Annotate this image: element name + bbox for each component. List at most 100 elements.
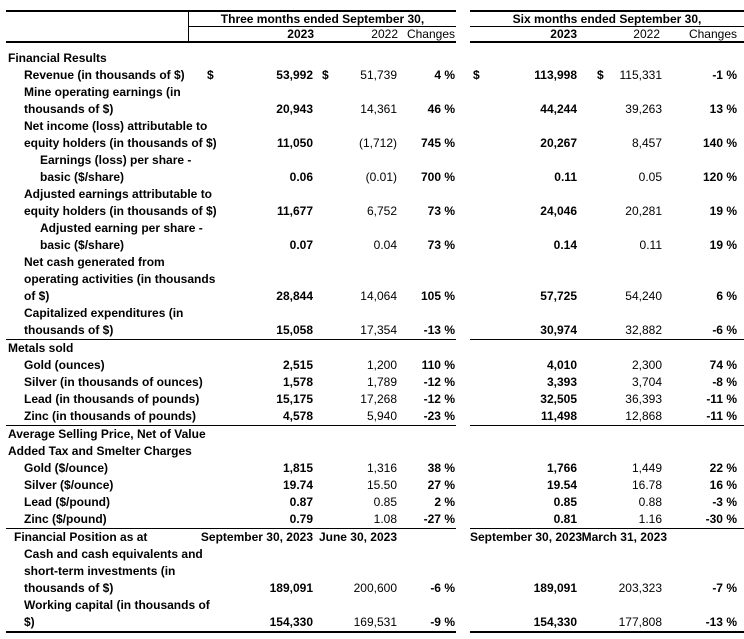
three-months-column-headers: 2023 2022 Changes [188,27,456,43]
row-label: Mine operating earnings (in thousands of … [6,84,188,118]
value-change-percent: -7 % [712,581,737,595]
table-row: Lead ($/pound) 0.87 0.85 2 % 0.85 0.88 -3 % [6,494,744,511]
value-prior-period: 177,808 [618,615,662,629]
table-bottom-rule [6,631,744,633]
row-label: Metals sold [6,340,188,357]
value-change-percent: 74 % [709,358,737,372]
column-header-2022: 2022 [633,27,660,41]
table-row: Zinc ($/pound) 0.79 1.08 -27 % 0.81 1.16 -30 % [6,511,744,528]
table-row: Cash and cash equivalents and short-term … [6,546,744,597]
period-group-header-row: Three months ended September 30, Six mon… [6,10,744,27]
six-months-values: 19.54 16.78 16 % [470,477,744,494]
value-change-percent: -11 % [706,409,737,423]
value-current-period: 24,046 [540,204,577,218]
six-months-values: 0.85 0.88 -3 % [470,494,744,511]
value-change-percent: 13 % [709,102,737,116]
value-current-period: 11,498 [540,409,577,423]
value-change-percent: -9 % [430,615,455,629]
value-current-period: 0.06 [289,170,313,184]
six-months-column-headers: 2023 2022 Changes [470,27,744,43]
value-prior-period: (0.01) [365,170,397,184]
divider-gap [456,631,470,633]
row-label: Working capital (in thousands of $) [6,597,210,631]
dollar-sign: $ [207,68,214,82]
value-prior-period: 32,882 [625,323,662,337]
value-change-percent: -6 % [430,581,455,595]
value-current-period: 189,091 [269,581,313,595]
divider-gap [456,425,470,426]
year-column-header-row: 2023 2022 Changes 2023 2022 Changes [6,27,744,43]
value-current-period: 189,091 [533,581,577,595]
row-label: Adjusted earning per share - basic ($/sha… [6,220,203,254]
value-current-period: 2,515 [282,358,313,372]
row-label-line: basic ($/share) [40,238,125,252]
value-change-percent: 6 % [716,289,737,303]
value-change-percent: 73 % [427,204,455,218]
date-header-prior: June 30, 2023 [318,530,397,544]
value-prior-period: 36,393 [625,392,662,406]
divider-gap [456,339,470,340]
value-prior-period: 1,789 [366,375,397,389]
value-prior-period: 14,361 [360,102,397,116]
divider-gap [456,528,470,529]
six-months-values: 189,091 203,323 -7 % [470,580,744,597]
dollar-sign: $ [597,68,604,82]
row-label-line: equity holders (in thousands of $) [24,204,217,218]
value-current-period: 32,505 [540,392,577,406]
value-current-period: 1,578 [282,375,313,389]
value-current-period: 44,244 [540,102,577,116]
row-label-line: Zinc (in thousands of pounds) [24,409,196,423]
value-change-percent: -30 % [705,512,737,526]
six-months-values: 30,974 32,882 -6 % [470,322,744,339]
date-header-current: September 30, 2023 [200,530,313,544]
value-prior-period: 1,200 [366,358,397,372]
row-label-line: Financial Results [8,51,107,65]
value-current-period: 28,844 [276,289,313,303]
table-row: Adjusted earnings attributable to equity … [6,186,744,220]
row-label-line: Lead (in thousands of pounds) [24,392,200,406]
value-prior-period: 6,752 [366,204,397,218]
value-change-percent: 700 % [420,170,455,184]
value-current-period: 0.79 [289,512,313,526]
value-prior-period: 17,354 [360,323,397,337]
value-change-percent: -11 % [706,392,737,406]
value-prior-period: 14,064 [360,289,397,303]
table-row: Silver ($/ounce) 19.74 15.50 27 % 19.54 16.78… [6,477,744,494]
section-header-row: Average Selling Price, Net of Value Added… [6,426,744,460]
value-change-percent: -3 % [712,495,737,509]
table-row: Lead (in thousands of pounds) 15,175 17,26… [6,391,744,408]
value-prior-period: 5,940 [366,409,397,423]
three-months-values: 28,844 14,064 105 % [188,288,456,305]
three-months-values: 1,815 1,316 38 % [188,460,456,477]
value-change-percent: -1 % [712,68,737,82]
value-prior-period: 200,600 [353,581,397,595]
value-change-percent: -8 % [712,375,737,389]
value-prior-period: 1,316 [366,461,397,475]
value-prior-period: 203,323 [618,581,662,595]
divider-left-segment [6,339,456,340]
dollar-sign: $ [322,68,329,82]
row-label-line: Mine operating earnings (in [24,85,181,99]
six-months-values: 0.14 0.11 19 % [470,237,744,254]
value-change-percent: 46 % [427,102,455,116]
column-header-2023: 2023 [550,27,577,41]
column-header-changes: Changes [406,27,455,41]
section-divider [6,339,744,340]
column-header-changes: Changes [688,27,737,41]
row-label: Lead ($/pound) [6,494,188,511]
value-current-period: 30,974 [540,323,577,337]
value-change-percent: 38 % [427,461,455,475]
value-prior-period: 0.88 [638,495,662,509]
value-prior-period: 51,739 [360,68,397,82]
row-label-line: thousands of $) [24,581,114,595]
value-current-period: 53,992 [276,68,313,82]
value-change-percent: 22 % [709,461,737,475]
row-label: Silver ($/ounce) [6,477,188,494]
row-label-line: Working capital (in thousands of [24,598,210,612]
row-label: Financial Results [6,50,188,67]
value-prior-period: 15.50 [366,478,397,492]
financial-position-header-row: Financial Position as at September 30, 20… [6,529,744,546]
row-label-line: short-term investments (in [24,564,176,578]
value-change-percent: -27 % [423,512,455,526]
